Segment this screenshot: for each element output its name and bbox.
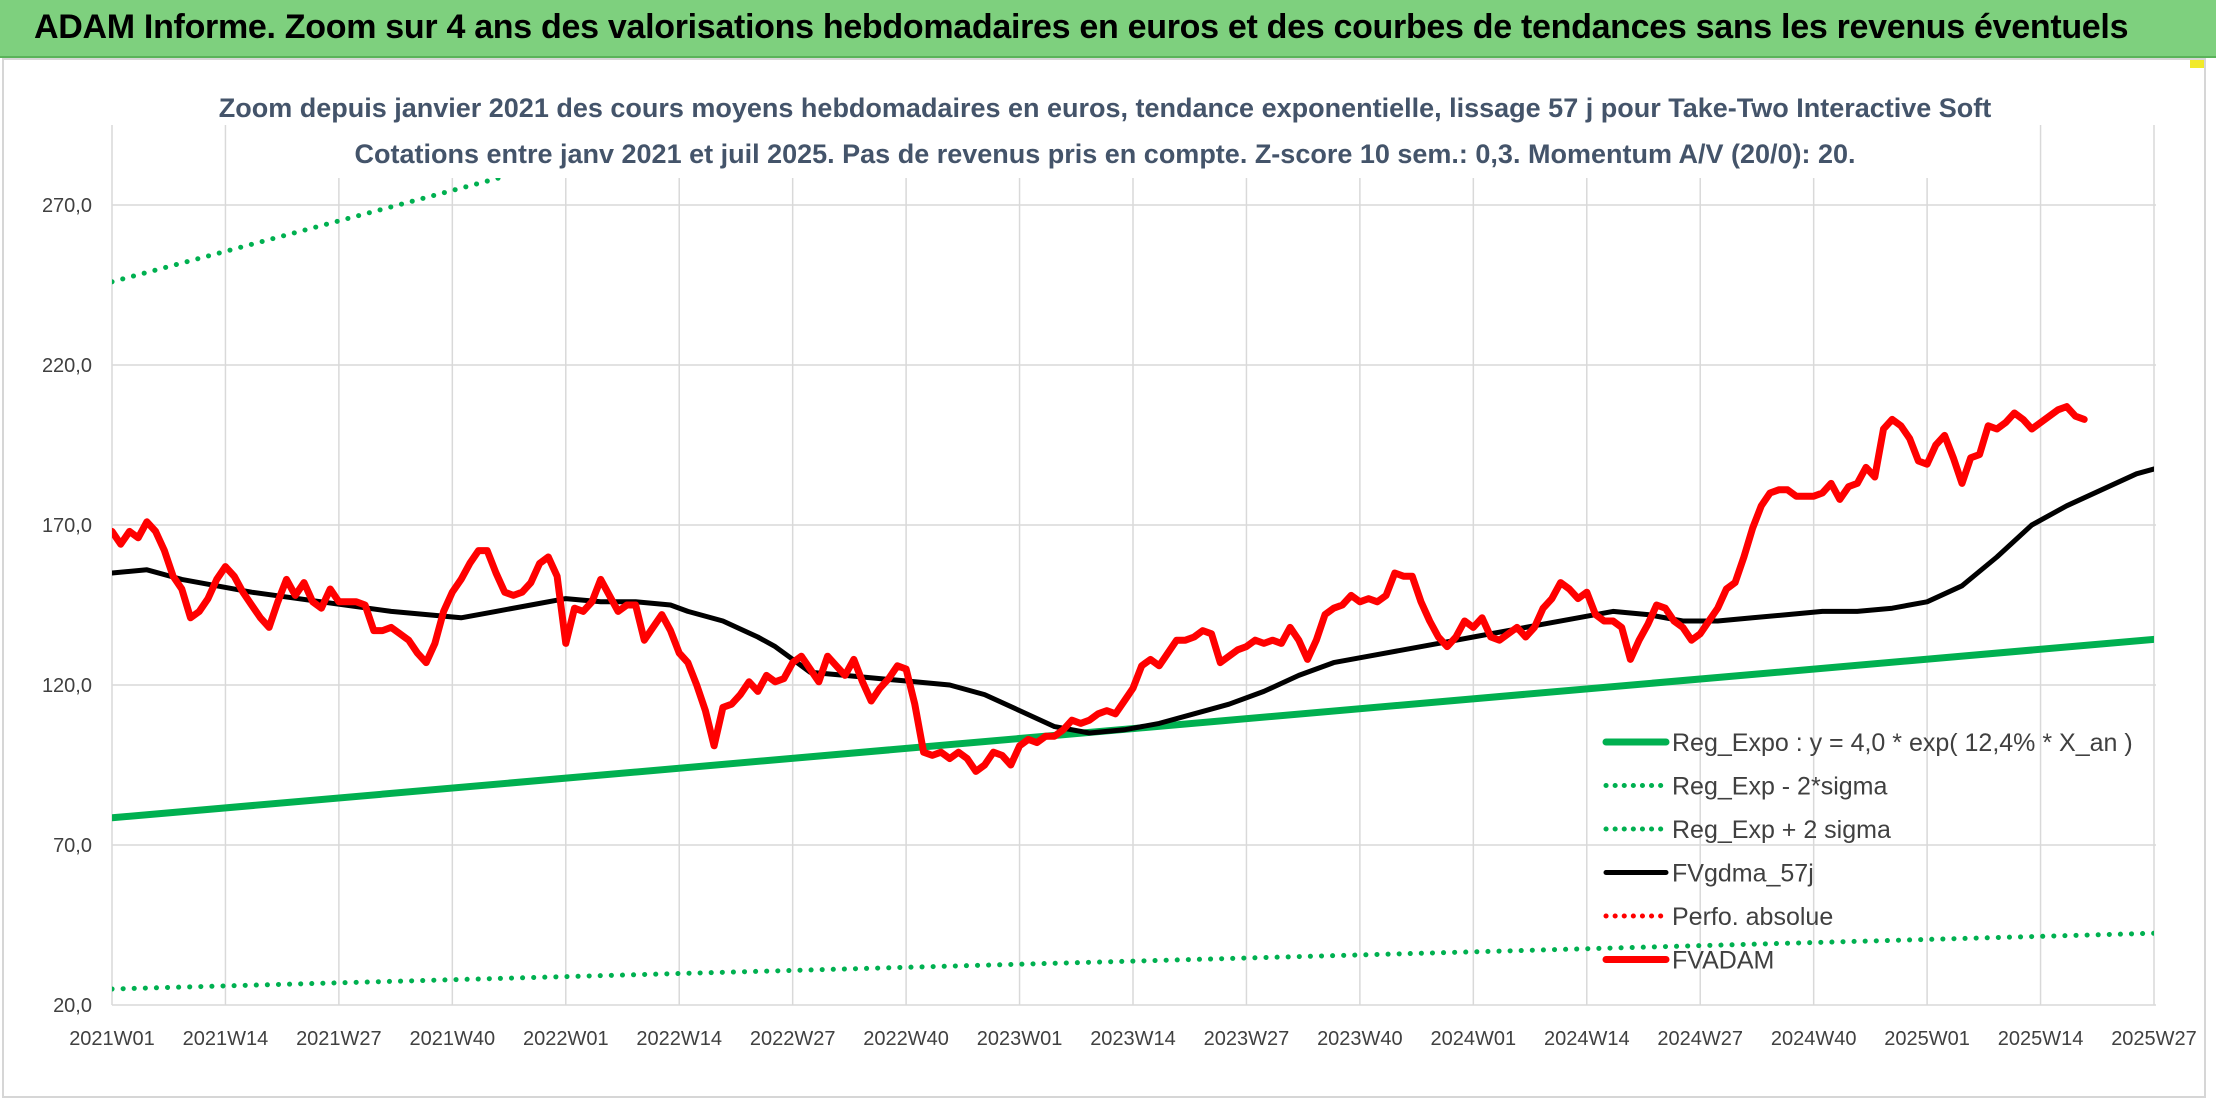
series-line-2 — [112, 125, 706, 285]
x-tick-label: 2025W14 — [1998, 1028, 2084, 1050]
legend-label: Reg_Exp - 2*sigma — [1672, 773, 1887, 801]
x-tick-label: 2025W01 — [1884, 1028, 1970, 1050]
x-tick-label: 2022W40 — [863, 1028, 949, 1050]
legend-label: Reg_Exp + 2 sigma — [1672, 816, 1891, 844]
legend-label: Perfo. absolue — [1672, 903, 1833, 931]
y-tick-label: 170,0 — [42, 515, 92, 537]
series-line-3 — [112, 466, 2154, 736]
x-axis: 2021W01 2021W14 2021W27 2021W40 2022W01 2022W… — [69, 1028, 2197, 1050]
x-tick-label: 2023W01 — [977, 1028, 1063, 1050]
report-banner: ADAM Informe. Zoom sur 4 ans des valoris… — [0, 0, 2216, 58]
x-tick-label: 2024W27 — [1657, 1028, 1743, 1050]
y-tick-label: 120,0 — [42, 675, 92, 697]
x-tick-label: 2023W40 — [1317, 1028, 1403, 1050]
y-tick-label: 220,0 — [42, 355, 92, 377]
chart-frame — [2, 58, 2206, 1098]
x-tick-label: 2022W14 — [636, 1028, 722, 1050]
chart-title: Zoom depuis janvier 2021 des cours moyen… — [219, 93, 1992, 123]
subtitle-background — [270, 82, 1940, 178]
y-axis: 20,0 70,0 120,0 170,0 220,0 270,0 — [42, 195, 92, 1017]
series-layer — [112, 125, 2154, 992]
x-tick-label: 2024W14 — [1544, 1028, 1630, 1050]
x-tick-label: 2021W40 — [410, 1028, 496, 1050]
corner-mark — [2190, 58, 2204, 68]
legend-label: FVgdma_57j — [1672, 860, 1814, 888]
x-tick-label: 2022W27 — [750, 1028, 836, 1050]
x-tick-label: 2024W40 — [1771, 1028, 1857, 1050]
chart-subtitle: Cotations entre janv 2021 et juil 2025. … — [354, 139, 1855, 169]
x-tick-label: 2021W14 — [183, 1028, 269, 1050]
x-tick-label: 2023W27 — [1204, 1028, 1290, 1050]
y-tick-label: 70,0 — [53, 835, 92, 857]
legend-label: Reg_Expo : y = 4,0 * exp( 12,4% * X_an ) — [1672, 729, 2133, 757]
series-line-1 — [112, 930, 2154, 992]
legend: Reg_Expo : y = 4,0 * exp( 12,4% * X_an )… — [1602, 729, 2133, 975]
x-tick-label: 2021W01 — [69, 1028, 155, 1050]
series-line-5 — [112, 403, 2088, 775]
banner-title: ADAM Informe. Zoom sur 4 ans des valoris… — [34, 8, 2129, 46]
x-tick-label: 2024W01 — [1431, 1028, 1517, 1050]
x-tick-label: 2025W27 — [2111, 1028, 2197, 1050]
legend-label: FVADAM — [1672, 947, 1774, 975]
y-tick-label: 20,0 — [53, 995, 92, 1017]
grid — [111, 125, 2156, 1006]
x-tick-label: 2021W27 — [296, 1028, 382, 1050]
x-tick-label: 2023W14 — [1090, 1028, 1176, 1050]
x-tick-label: 2022W01 — [523, 1028, 609, 1050]
y-tick-label: 270,0 — [42, 195, 92, 217]
